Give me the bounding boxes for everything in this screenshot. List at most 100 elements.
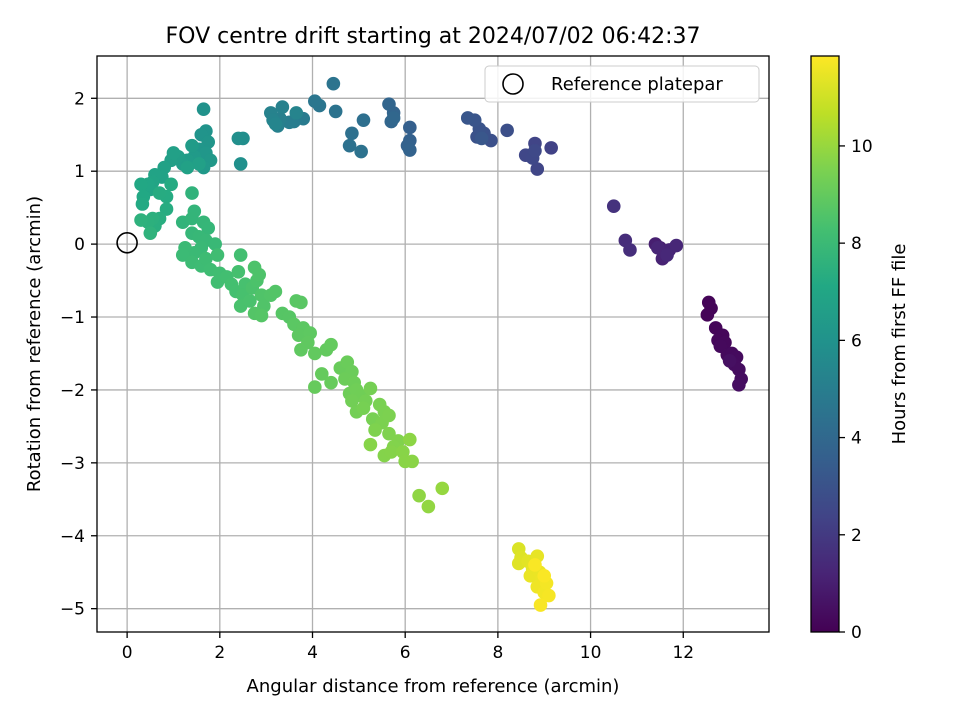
data-points	[134, 76, 748, 612]
data-point	[500, 123, 514, 138]
y-tick-label: −5	[60, 600, 85, 620]
data-point	[328, 104, 343, 119]
y-tick-label: −3	[60, 454, 85, 474]
legend: Reference platepar	[484, 65, 760, 103]
data-point	[386, 111, 401, 125]
data-point	[233, 248, 248, 262]
grid-lines	[97, 56, 769, 632]
data-point	[180, 160, 195, 175]
data-point	[382, 97, 396, 111]
data-point	[368, 423, 382, 437]
data-point	[308, 346, 322, 361]
data-point	[606, 199, 621, 213]
data-point	[403, 432, 417, 447]
y-tick-label: −4	[60, 527, 85, 547]
data-point	[342, 138, 357, 153]
data-point	[382, 426, 396, 441]
colorbar-tick-label: 0	[851, 623, 862, 643]
data-point	[192, 157, 206, 171]
colorbar-ticks: 0 2 4 6 8 10	[839, 137, 873, 643]
x-tick-label: 2	[214, 643, 225, 663]
data-point	[208, 237, 222, 251]
data-point	[530, 162, 545, 176]
x-tick-label: 6	[400, 643, 411, 663]
data-point	[412, 488, 426, 503]
data-point	[243, 294, 257, 308]
data-point	[166, 146, 181, 160]
colorbar-tick-label: 8	[851, 234, 862, 254]
data-point	[623, 243, 637, 257]
data-point	[159, 202, 174, 216]
data-point	[460, 111, 475, 125]
data-point	[403, 120, 417, 135]
reference-platepar-marker	[116, 232, 138, 254]
data-point	[732, 378, 746, 392]
data-point	[324, 375, 338, 390]
data-point	[164, 177, 178, 192]
data-point	[421, 499, 436, 514]
data-point	[185, 186, 199, 200]
data-point	[324, 337, 338, 352]
data-point	[533, 598, 548, 612]
x-tick-label: 0	[122, 643, 133, 663]
data-point	[528, 558, 542, 572]
data-point	[185, 211, 199, 226]
colorbar-tick-label: 6	[851, 331, 862, 351]
x-tick-label: 4	[307, 643, 318, 663]
data-point	[185, 138, 199, 153]
data-point	[294, 295, 308, 310]
x-tick-label: 8	[492, 643, 503, 663]
colorbar-tick-label: 2	[851, 526, 862, 546]
data-point	[294, 343, 308, 357]
data-point	[233, 157, 248, 171]
data-point	[474, 131, 489, 146]
y-axis-label: Rotation from reference (arcmin)	[24, 196, 45, 492]
y-axis-ticks: −5 −4 −3 −2 −1 0 1 2	[60, 89, 97, 620]
data-point	[537, 569, 552, 583]
data-point	[308, 94, 322, 109]
chart-title: FOV centre drift starting at 2024/07/02 …	[166, 24, 701, 49]
data-point	[152, 186, 167, 200]
data-point	[252, 267, 267, 282]
data-point	[231, 265, 246, 279]
data-point	[134, 213, 148, 227]
data-point	[345, 126, 359, 141]
data-point	[660, 248, 674, 262]
data-point	[669, 238, 684, 253]
data-point	[700, 308, 715, 322]
colorbar: 0 2 4 6 8 10 Hours from first FF file	[810, 55, 910, 643]
data-point	[356, 113, 371, 127]
data-point	[326, 76, 341, 91]
data-point	[268, 284, 283, 299]
data-point	[354, 144, 368, 159]
data-point	[289, 106, 304, 120]
data-point	[528, 143, 542, 158]
data-point	[363, 381, 378, 396]
data-point	[544, 141, 558, 155]
y-tick-label: 1	[74, 162, 85, 182]
colorbar-gradient	[810, 55, 840, 633]
legend-entry-label: Reference platepar	[551, 74, 723, 95]
legend-marker-icon	[502, 73, 524, 95]
data-point	[382, 408, 396, 423]
colorbar-label: Hours from first FF file	[889, 244, 910, 445]
data-point	[363, 437, 378, 452]
data-point	[384, 445, 399, 459]
data-point	[175, 248, 190, 262]
data-point	[650, 240, 665, 255]
data-point	[199, 251, 213, 266]
data-point	[201, 221, 216, 235]
data-point	[268, 117, 283, 131]
data-point	[231, 131, 246, 146]
data-point	[210, 248, 225, 262]
data-point	[135, 197, 150, 211]
x-tick-label: 12	[672, 643, 694, 663]
x-axis-ticks: 0 2 4 6 8 10 12	[122, 632, 694, 663]
data-point	[403, 143, 417, 157]
data-point	[201, 135, 216, 149]
colorbar-tick-label: 4	[851, 429, 862, 449]
data-point	[196, 102, 211, 117]
data-point	[254, 308, 269, 323]
